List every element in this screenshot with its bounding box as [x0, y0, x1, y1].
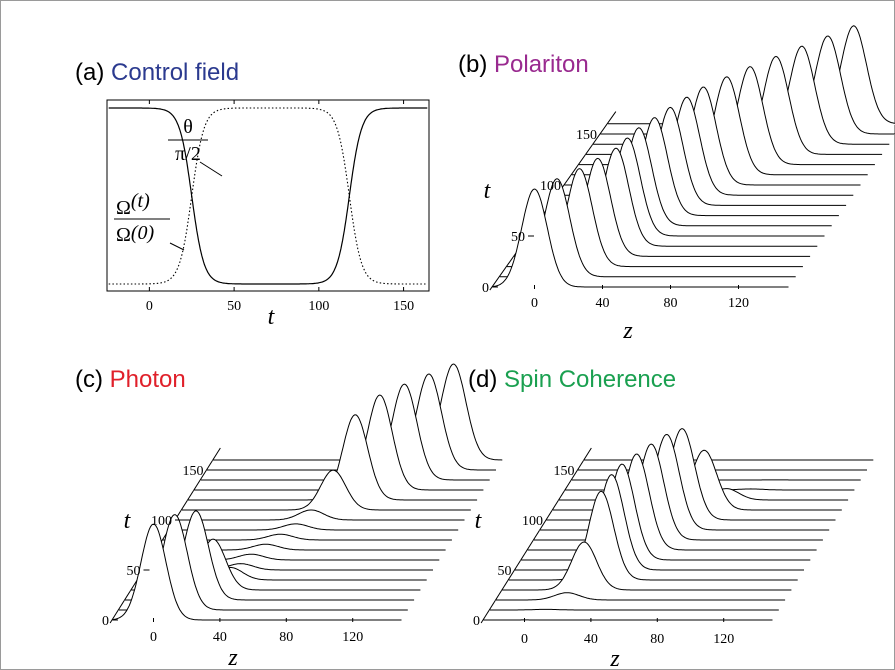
t-tick-label: 50	[511, 230, 525, 245]
t-axis-line	[480, 447, 592, 624]
z-tick-label: 80	[650, 632, 664, 647]
time-slice-line	[175, 509, 465, 521]
t-tick-label: 150	[183, 464, 204, 479]
slice-mask	[495, 592, 787, 601]
slice-mask	[564, 87, 862, 186]
panel-b-plot: 0 50 100 150 0 40 80 120 z t	[482, 25, 895, 344]
panel-c-plot: 0 50 100 150 0 40 80 120 z t	[102, 363, 504, 670]
x-tick-label: 150	[393, 299, 414, 314]
slice-mask	[592, 46, 891, 146]
slice-mask	[499, 178, 797, 278]
panel-d-title: (d) Spin Coherence	[468, 366, 676, 393]
t-axis-label: t	[484, 178, 492, 204]
panel-c-title: (c) Photon	[75, 366, 186, 393]
series-control-field	[108, 107, 428, 285]
slice-mask	[571, 76, 869, 176]
annotation-omega: Ω(t) Ω(0)	[114, 190, 185, 251]
omega-numerator: Ω(t)	[116, 190, 150, 219]
time-slice-line	[499, 178, 796, 278]
panel-a-xlabel: t	[268, 304, 276, 330]
panel-d-plot: 0 50 100 150 0 40 80 120 z t	[473, 428, 875, 670]
slice-mask	[206, 374, 497, 471]
t-tick-label: 0	[473, 614, 480, 629]
panel-a-title: (a) Control field	[75, 59, 239, 86]
t-axis-label: t	[124, 508, 132, 534]
time-slice-line	[527, 453, 817, 551]
time-slice-line	[533, 443, 823, 541]
slice-mask	[124, 510, 416, 601]
slice-mask	[212, 364, 504, 461]
omega-pointer	[169, 242, 185, 251]
slice-mask	[492, 189, 790, 288]
t-tick-label: 0	[102, 614, 109, 629]
t-tick-label: 0	[482, 281, 489, 296]
slice-mask	[556, 97, 855, 197]
t-tick-label: 100	[540, 179, 561, 194]
slice-mask	[546, 428, 837, 521]
z-tick-label: 0	[150, 630, 157, 645]
theta-denominator: π/2	[175, 143, 201, 165]
series-mixing-angle	[108, 107, 428, 285]
z-tick-label: 40	[213, 630, 227, 645]
z-tick-label: 120	[728, 296, 749, 311]
t-axis-label: t	[475, 508, 483, 534]
t-tick-label: 100	[151, 514, 172, 529]
slice-mask	[175, 510, 466, 521]
slice-mask	[506, 168, 804, 268]
time-slice-line	[168, 523, 459, 531]
t-tick-label: 150	[576, 128, 597, 143]
t-tick-label: 50	[498, 564, 512, 579]
time-slice-line	[489, 608, 779, 611]
x-tick-label: 50	[227, 299, 241, 314]
time-slice-line	[501, 541, 792, 591]
theta-pointer	[199, 161, 223, 177]
panel-a-plot: 0 50 100 150 θ π/2 Ω(t) Ω(0) t	[106, 99, 430, 330]
x-tick-label: 0	[146, 299, 153, 314]
annotation-theta: θ π/2	[168, 116, 223, 177]
z-tick-label: 0	[521, 632, 528, 647]
time-slice-line	[118, 514, 408, 611]
slice-mask	[539, 434, 831, 531]
time-slice-line	[495, 592, 786, 601]
slice-mask	[181, 470, 472, 511]
z-tick-label: 40	[596, 296, 610, 311]
slice-mask	[112, 524, 403, 621]
slice-mask	[200, 384, 491, 481]
slice-mask	[600, 36, 895, 135]
t-axis-line	[109, 447, 221, 624]
time-slice-line	[514, 474, 804, 571]
time-slice-line	[491, 188, 789, 288]
z-axis-label: z	[227, 645, 238, 670]
z-axis-label: z	[609, 646, 620, 670]
panel-a-frame	[106, 99, 430, 292]
time-slice-line	[520, 463, 811, 561]
theta-numerator: θ	[183, 116, 193, 138]
t-tick-label: 150	[554, 464, 575, 479]
t-tick-label: 50	[127, 564, 141, 579]
z-tick-label: 80	[279, 630, 293, 645]
t-tick-label: 100	[522, 514, 543, 529]
time-slice-line	[181, 469, 471, 511]
z-tick-label: 0	[531, 296, 538, 311]
x-tick-label: 100	[308, 299, 329, 314]
omega-denominator: Ω(0)	[116, 222, 155, 246]
z-tick-label: 80	[664, 296, 678, 311]
slice-mask	[118, 514, 409, 611]
z-tick-label: 40	[584, 632, 598, 647]
z-tick-label: 120	[342, 630, 363, 645]
time-slice-line	[508, 490, 798, 581]
z-axis-label: z	[622, 318, 633, 344]
time-slice-line	[111, 523, 402, 621]
z-tick-label: 120	[713, 632, 734, 647]
slice-mask	[607, 25, 895, 125]
panel-b-title: (b) Polariton	[458, 51, 589, 78]
